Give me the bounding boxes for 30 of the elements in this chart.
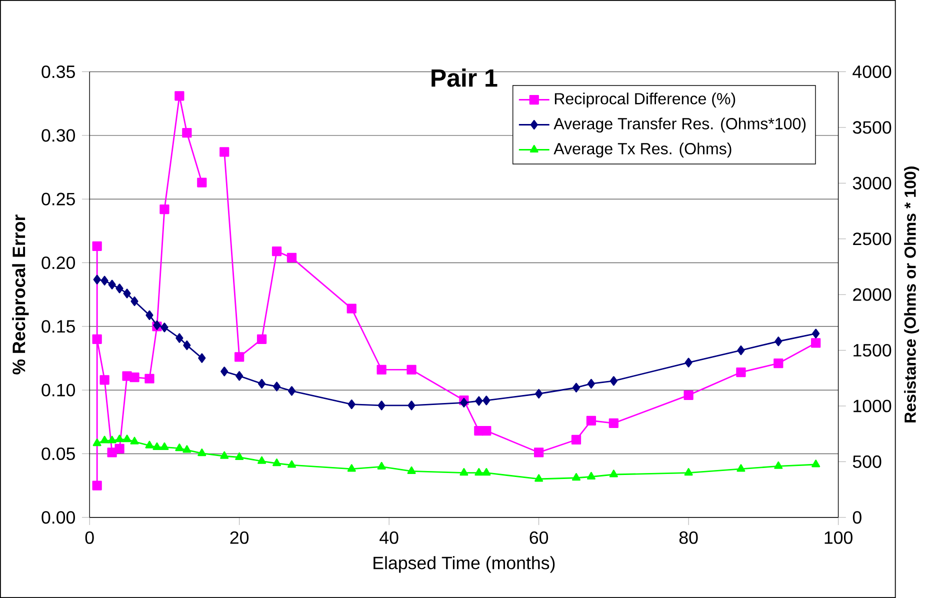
y-tick-label: 0.00 <box>42 511 75 524</box>
y-tick-label: 0.30 <box>42 129 75 142</box>
y-tick-label: 0.10 <box>42 384 75 396</box>
y2-tick-label: 4000 <box>852 65 892 78</box>
y-tick-label: 0.35 <box>42 65 75 78</box>
y2-axis-title: Resistance (Ohms or Ohms * 100) <box>904 166 920 422</box>
y2-tick-label: 3000 <box>852 176 892 190</box>
x-tick-label: 20 <box>230 531 249 544</box>
y-tick-label: 0.15 <box>42 320 75 333</box>
legend-label: Average Tx Res. (Ohms) <box>554 142 732 158</box>
y-tick-label: 0.05 <box>42 447 75 460</box>
x-axis-title: Elapsed Time (months) <box>374 556 555 573</box>
x-tick-label: 60 <box>530 531 548 544</box>
x-tick-label: 100 <box>824 531 852 544</box>
legend-label: Reciprocal Difference (%) <box>554 92 736 108</box>
y2-tick-label: 2000 <box>853 288 892 301</box>
legend-label: Average Transfer Res. (Ohms*100) <box>554 118 806 133</box>
y2-tick-label: 0 <box>852 511 862 524</box>
chart-title: Pair 1 <box>432 68 498 87</box>
y2-tick-label: 1000 <box>854 400 892 412</box>
x-tick-label: 40 <box>380 531 398 544</box>
y2-tick-label: 3500 <box>852 121 892 134</box>
y-tick-label: 0.25 <box>42 192 75 206</box>
y2-tick-label: 1500 <box>854 344 892 357</box>
x-tick-label: 80 <box>679 531 698 544</box>
y-tick-label: 0.20 <box>42 256 75 270</box>
y-axis-title: % Reciprocal Error <box>12 214 29 374</box>
y2-tick-label: 500 <box>852 455 882 468</box>
x-tick-label: 0 <box>85 531 94 544</box>
y2-tick-label: 2500 <box>853 232 892 246</box>
